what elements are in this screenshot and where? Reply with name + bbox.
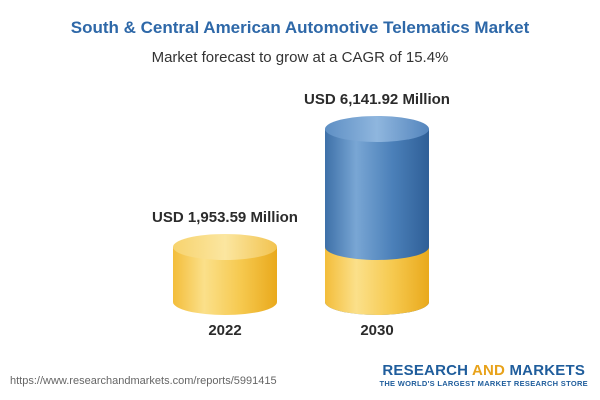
bars-layer: USD 1,953.59 Million 2022 USD 6,141.92 Mil… bbox=[152, 91, 450, 339]
bar-2022-base-segment-body bbox=[173, 246, 277, 315]
brand-word-markets: MARKETS bbox=[509, 362, 586, 379]
source-url[interactable]: https://www.researchandmarkets.com/repor… bbox=[10, 375, 277, 387]
brand-tagline: THE WORLD'S LARGEST MARKET RESEARCH STOR… bbox=[379, 379, 588, 388]
brand-word-and: AND bbox=[471, 362, 506, 379]
value-label-2022: USD 1,953.59 Million bbox=[152, 209, 298, 226]
bar-2022-base-segment-top bbox=[173, 233, 277, 260]
chart-subtitle: Market forecast to grow at a CAGR of 15.… bbox=[151, 49, 449, 66]
bar-2030-base-body bbox=[325, 246, 429, 315]
chart-title: South & Central American Automotive Tele… bbox=[70, 18, 530, 37]
category-label-2022: 2022 bbox=[208, 322, 241, 339]
bar-2022: USD 1,953.59 Million 2022 bbox=[152, 209, 298, 339]
brand-word-research: RESEARCH bbox=[382, 362, 469, 379]
value-label-2030: USD 6,141.92 Million bbox=[304, 91, 450, 108]
bar-2030-base-segment bbox=[325, 246, 429, 315]
brand-logo: RESEARCH AND MARKETS THE WORLD'S LARGEST… bbox=[379, 363, 588, 389]
brand-name: RESEARCH AND MARKETS bbox=[379, 363, 588, 379]
category-label-2030: 2030 bbox=[360, 322, 393, 339]
bar-2030: USD 6,141.92 Million 2030 bbox=[304, 91, 450, 339]
bar-2022-base-segment bbox=[173, 233, 277, 315]
bar-2030-growth-segment-top bbox=[325, 116, 429, 142]
